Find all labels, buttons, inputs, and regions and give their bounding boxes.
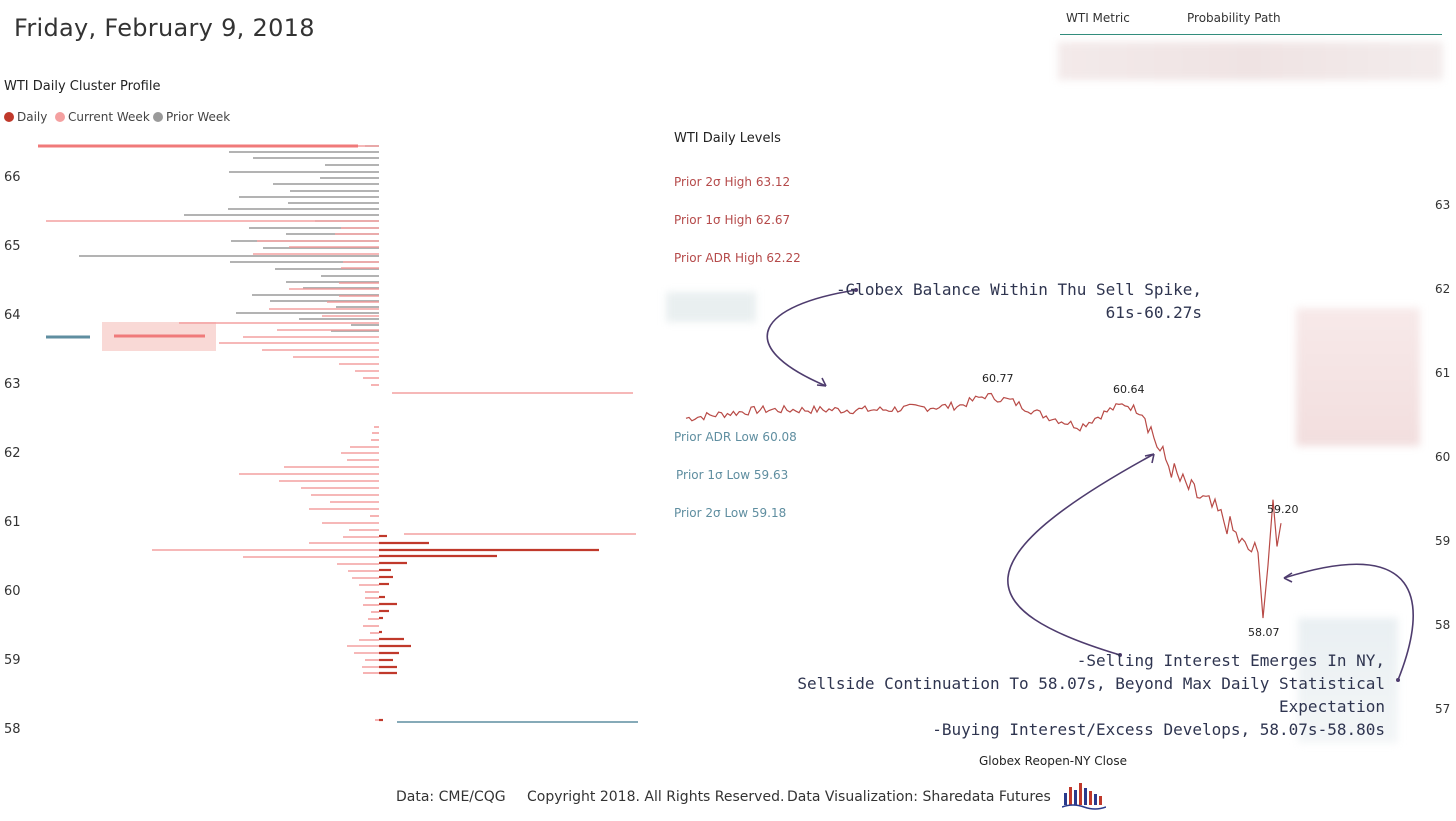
level-prior-adr-high: Prior ADR High 62.22 — [674, 251, 801, 265]
right-y-tick: 61 — [1435, 366, 1451, 380]
y-tick: 61 — [4, 515, 21, 530]
arrow-globex — [766, 289, 857, 387]
legend-prior-week: Prior Week — [153, 110, 230, 124]
obscured-box — [1298, 618, 1398, 743]
level-prior-adr-low: Prior ADR Low 60.08 — [674, 430, 797, 444]
right-y-tick: 62 — [1435, 282, 1451, 296]
y-tick: 59 — [4, 653, 21, 668]
level-prior-1s-low: Prior 1σ Low 59.63 — [676, 468, 789, 482]
y-tick: 62 — [4, 446, 21, 461]
obscured-box — [666, 292, 756, 322]
legend-prior-week-label: Prior Week — [166, 110, 231, 124]
arrow-buying-dot — [1396, 678, 1400, 682]
y-tick: 60 — [4, 584, 21, 599]
arrow-selling-head — [1144, 453, 1155, 464]
annotation-ny-line2: Sellside Continuation To 58.07s, Beyond … — [797, 674, 1385, 716]
x-axis-label: Globex Reopen-NY Close — [979, 754, 1127, 768]
y-tick: 58 — [4, 722, 21, 737]
legend-current-week-label: Current Week — [68, 110, 150, 124]
footer-copyright: Copyright 2018. All Rights Reserved. — [527, 789, 785, 805]
arrow-buying-head — [1283, 572, 1293, 583]
right-y-tick: 58 — [1435, 618, 1451, 632]
right-y-tick: 60 — [1435, 450, 1451, 464]
right-y-tick: 59 — [1435, 534, 1451, 548]
right-y-tick: 57 — [1435, 702, 1451, 716]
y-tick: 65 — [4, 239, 21, 254]
legend-current-week: Current Week — [55, 110, 150, 124]
y-tick: 63 — [4, 377, 21, 392]
arrow-globex-dot — [854, 288, 858, 292]
arrow-buying — [1283, 563, 1414, 681]
obscured-box — [1296, 308, 1420, 446]
annotation-ny: -Selling Interest Emerges In NY, Sellsid… — [705, 649, 1385, 741]
legend-daily-swatch — [4, 112, 14, 122]
legend-current-week-swatch — [55, 112, 65, 122]
annotation-globex-line2: 61s-60.27s — [1105, 303, 1202, 322]
footer-viz: Data Visualization: Sharedata Futures — [787, 789, 1051, 805]
legend-prior-week-swatch — [153, 112, 163, 122]
table-body-obscured — [1058, 42, 1443, 80]
point-label-close: 59.20 — [1267, 503, 1299, 516]
arrow-selling — [1007, 453, 1155, 656]
annotation-globex: -Globex Balance Within Thu Sell Spike, 6… — [682, 278, 1202, 324]
cluster-profile-bars — [38, 144, 638, 723]
price-series-line — [685, 392, 1282, 619]
y-tick: 64 — [4, 308, 21, 323]
level-prior-2s-high: Prior 2σ High 63.12 — [674, 175, 791, 189]
annotation-ny-line3: -Buying Interest/Excess Develops, 58.07s… — [932, 720, 1385, 739]
point-label-high: 60.77 — [982, 372, 1014, 385]
arrow-globex-head — [816, 377, 827, 387]
table-header-divider — [1060, 34, 1442, 35]
level-prior-2s-low: Prior 2σ Low 59.18 — [674, 506, 787, 520]
levels-title: WTI Daily Levels — [674, 131, 781, 146]
price-line-group — [685, 392, 1282, 619]
level-prior-1s-high: Prior 1σ High 62.67 — [674, 213, 791, 227]
y-tick: 66 — [4, 170, 21, 185]
profile-title: WTI Daily Cluster Profile — [4, 79, 161, 94]
point-label-secondary-high: 60.64 — [1113, 383, 1145, 396]
sharedata-logo-icon — [1062, 783, 1106, 810]
legend-daily-label: Daily — [17, 110, 48, 124]
annotation-ny-line1: -Selling Interest Emerges In NY, — [1076, 651, 1385, 670]
legend-daily: Daily — [4, 110, 47, 124]
footer-source: Data: CME/CQG — [396, 789, 506, 805]
point-label-low: 58.07 — [1248, 626, 1280, 639]
table-header-metric: WTI Metric — [1066, 11, 1130, 25]
annotation-arrows — [766, 288, 1414, 682]
page-title: Friday, February 9, 2018 — [14, 14, 315, 42]
annotation-globex-line1: -Globex Balance Within Thu Sell Spike, — [835, 280, 1202, 299]
table-header-probability: Probability Path — [1187, 11, 1281, 25]
arrow-selling-dot — [1118, 653, 1122, 657]
right-y-tick: 63 — [1435, 198, 1451, 212]
